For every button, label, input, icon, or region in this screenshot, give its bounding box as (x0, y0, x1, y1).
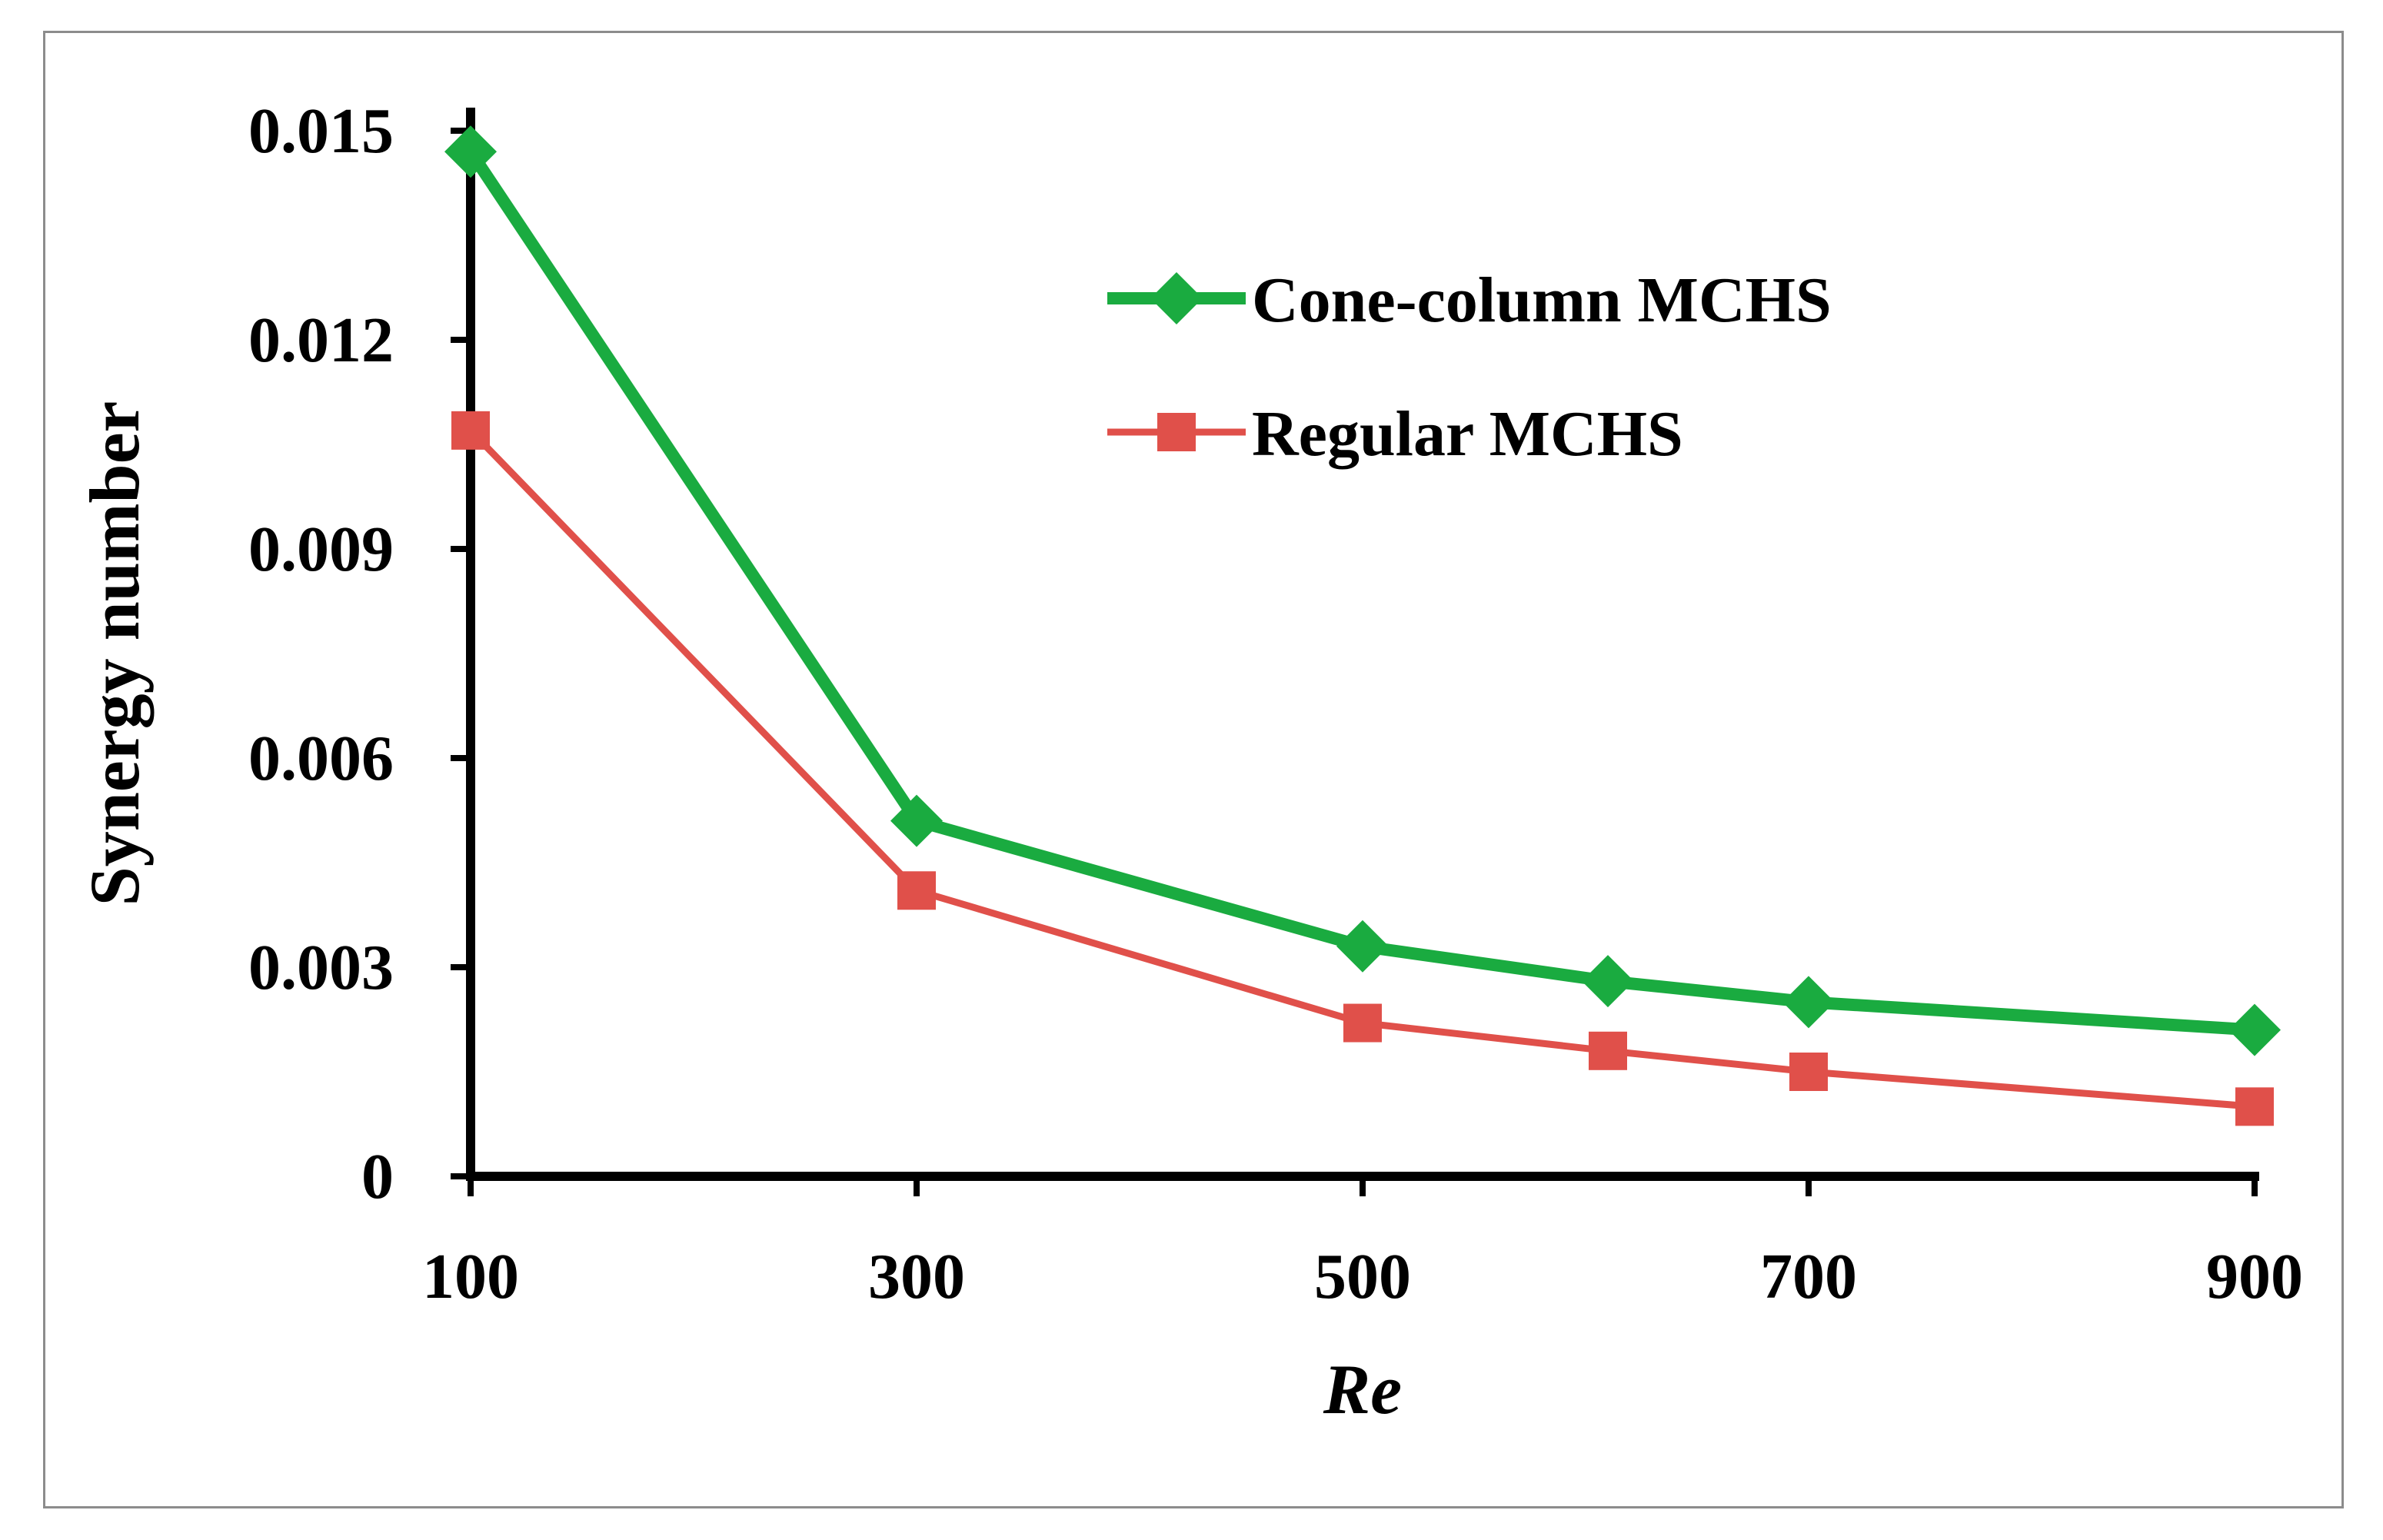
legend: Cone-column MCHS Regular MCHS (1107, 264, 1832, 470)
x-tick-label: 700 (1760, 1241, 1857, 1312)
legend-item-regular: Regular MCHS (1107, 398, 1683, 470)
legend-item-cone-column: Cone-column MCHS (1107, 264, 1832, 336)
y-tick-label: 0 (361, 1141, 394, 1212)
y-axis-title: Synergy number (75, 401, 154, 906)
series-cone-column (444, 125, 2281, 1056)
y-ticks: 0 0.003 0.006 0.009 0.012 0.015 (248, 95, 471, 1212)
series-line (468, 427, 2255, 1110)
series-line (465, 148, 2255, 1036)
data-point-square (897, 871, 936, 910)
y-tick-label: 0.003 (248, 932, 394, 1003)
data-point-square (1343, 1003, 1382, 1043)
legend-label-regular: Regular MCHS (1252, 398, 1683, 470)
data-point-diamond (890, 794, 943, 847)
x-axis-title: Re (1323, 1350, 1402, 1429)
data-point-diamond (1782, 976, 1835, 1029)
series-layer (444, 125, 2281, 1126)
x-tick-label: 500 (1314, 1241, 1411, 1312)
data-point-diamond (1336, 920, 1389, 973)
x-ticks: 100 300 500 700 900 (422, 1176, 2303, 1312)
data-point-square (2235, 1087, 2274, 1126)
data-point-square (1789, 1053, 1828, 1091)
y-tick-label: 0.006 (248, 723, 394, 794)
y-tick-label: 0.009 (248, 514, 394, 585)
data-point-diamond (1582, 955, 1634, 1008)
y-tick-label: 0.012 (248, 304, 394, 376)
x-tick-label: 900 (2206, 1241, 2303, 1312)
series-regular (451, 411, 2274, 1126)
chart-frame (43, 31, 2344, 1508)
legend-marker-diamond (1150, 272, 1203, 324)
x-tick-label: 300 (868, 1241, 965, 1312)
x-tick-label: 100 (422, 1241, 519, 1312)
data-point-square (1589, 1031, 1627, 1070)
data-point-diamond (2228, 1003, 2281, 1056)
legend-marker-square (1157, 413, 1196, 451)
data-point-diamond (444, 125, 497, 178)
y-tick-label: 0.015 (248, 95, 394, 167)
data-point-square (451, 411, 490, 450)
legend-label-cone-column: Cone-column MCHS (1252, 264, 1832, 336)
